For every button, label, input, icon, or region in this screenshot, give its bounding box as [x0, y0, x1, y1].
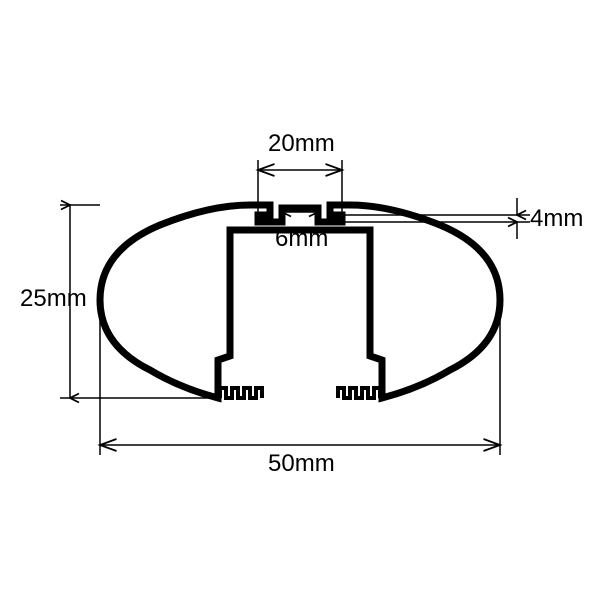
top-slot-label: 20mm — [268, 130, 335, 158]
gap-label: 6mm — [275, 225, 328, 253]
lip-label: 4mm — [530, 205, 583, 233]
height-label: 25mm — [20, 285, 87, 313]
diagram-container: 25mm 50mm 20mm 6mm 4mm — [0, 0, 600, 600]
width-label: 50mm — [268, 450, 335, 478]
width-dimension — [100, 305, 500, 455]
left-foot-teeth — [220, 388, 262, 398]
cross-section-svg — [0, 0, 600, 600]
right-foot-teeth — [338, 388, 380, 398]
